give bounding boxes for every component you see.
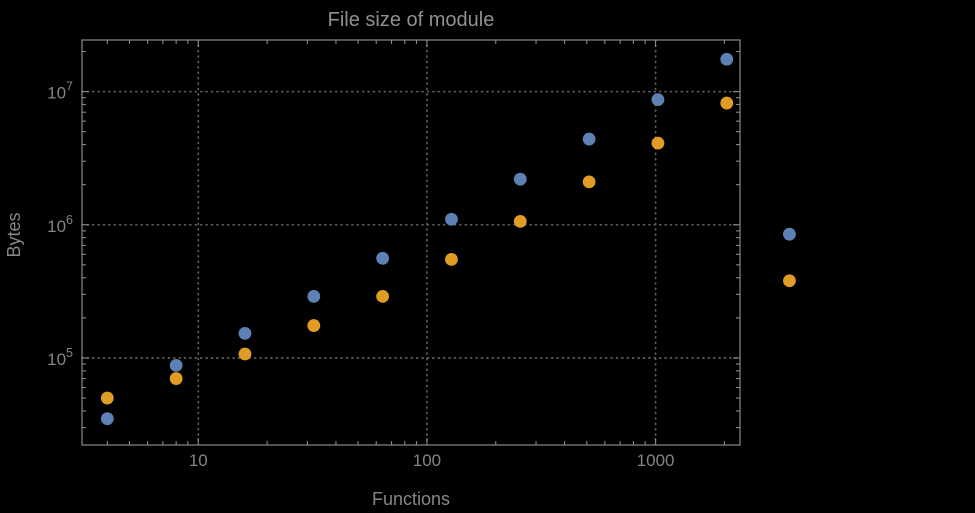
y-tick-label: 105 — [47, 346, 73, 369]
data-point-series-2-orange — [307, 319, 321, 332]
data-point-series-1-blue — [100, 412, 114, 426]
data-point-series-2-orange — [582, 175, 596, 189]
data-point-series-1-blue — [169, 358, 183, 372]
data-point-series-2-orange — [513, 214, 527, 228]
data-point-series-1-blue — [783, 227, 796, 241]
data-point-series-1-blue — [238, 326, 252, 340]
x-tick-label: 1000 — [637, 451, 675, 470]
data-points — [100, 52, 796, 426]
x-axis-label: Functions — [372, 489, 450, 509]
data-point-series-2-orange — [238, 347, 252, 361]
chart-title: File size of module — [328, 9, 495, 31]
plot-frame — [81, 39, 741, 446]
data-point-series-1-blue — [307, 289, 321, 303]
data-point-series-2-orange — [720, 96, 734, 110]
data-point-series-2-orange — [445, 252, 458, 266]
data-point-series-1-blue — [720, 52, 734, 66]
y-tick-label: 107 — [47, 80, 73, 103]
data-point-series-2-orange — [783, 274, 796, 288]
y-tick-label: 106 — [47, 213, 73, 236]
data-point-series-1-blue — [651, 93, 665, 107]
x-tick-label: 100 — [413, 451, 441, 470]
data-point-series-1-blue — [582, 132, 596, 146]
data-point-series-2-orange — [100, 391, 114, 405]
data-point-series-1-blue — [445, 212, 458, 226]
x-tick-label: 10 — [189, 451, 208, 470]
data-point-series-1-blue — [376, 251, 390, 265]
data-point-series-2-orange — [376, 289, 390, 303]
frame-rect — [81, 39, 741, 446]
y-axis-label: Bytes — [4, 212, 24, 257]
data-point-series-2-orange — [169, 372, 183, 385]
gridlines — [81, 39, 741, 446]
data-point-series-2-orange — [651, 136, 665, 150]
axis-ticks — [82, 40, 740, 445]
data-point-series-1-blue — [513, 172, 527, 186]
tick-labels: 10 100 1000 105 106 107 — [47, 80, 674, 470]
